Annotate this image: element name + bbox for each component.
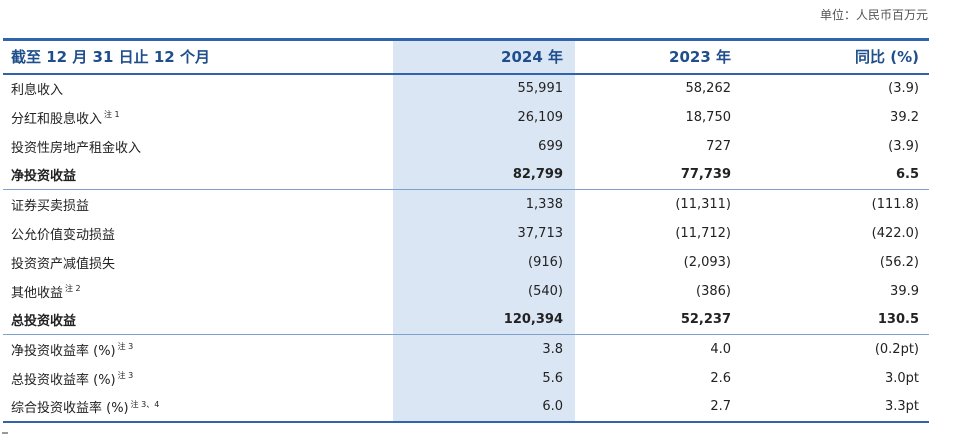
table-row: 分红和股息收入注 1 26,109 18,750 39.2 — [3, 102, 929, 132]
table-row-total: 总投资收益 120,394 52,237 130.5 — [3, 305, 929, 335]
unit-label: 单位：人民币百万元 — [819, 8, 928, 22]
value-2024: (916) — [393, 247, 575, 277]
value-2024: 5.6 — [393, 363, 575, 393]
header-2024: 2024 年 — [393, 38, 575, 75]
row-label: 净投资收益率 (%) 注 3 — [11, 342, 134, 359]
value-2023: 4.0 — [710, 341, 731, 357]
table-row: 净投资收益率 (%) 注 3 3.8 4.0 (0.2pt) — [3, 334, 929, 364]
table-row: 利息收入 55,991 58,262 (3.9) — [3, 73, 929, 103]
row-label: 其他收益注 2 — [11, 284, 81, 301]
footnote-mark: 注 3 — [117, 371, 134, 381]
table-row: 总投资收益率 (%) 注 3 5.6 2.6 3.0pt — [3, 363, 929, 393]
value-2024: 6.0 — [393, 392, 575, 423]
row-label: 总投资收益 — [3, 305, 393, 335]
value-yoy: (111.8) — [871, 196, 919, 212]
row-label: 投资资产减值损失 — [11, 256, 116, 272]
value-2023: (386) — [696, 283, 731, 299]
value-yoy: (3.9) — [888, 138, 919, 154]
value-2024: 1,338 — [393, 189, 575, 219]
value-yoy: 6.5 — [755, 160, 929, 190]
value-2024: 699 — [393, 131, 575, 161]
table-row: 公允价值变动损益 37,713 (11,712) (422.0) — [3, 218, 929, 248]
row-label: 利息收入 — [11, 83, 64, 98]
row-label: 总投资收益率 (%) 注 3 — [11, 371, 134, 388]
data-table: 截至 12 月 31 日止 12 个月 2024 年 2023 年 同比 (%)… — [3, 38, 929, 423]
value-yoy: 3.0pt — [884, 370, 919, 386]
value-yoy: 3.3pt — [755, 392, 929, 423]
value-yoy: 130.5 — [755, 305, 929, 335]
row-label: 净投资收益 — [3, 160, 393, 190]
row-label: 公允价值变动损益 — [11, 227, 116, 243]
footnote-mark: 注 1 — [104, 110, 120, 120]
value-yoy: (3.9) — [888, 81, 919, 96]
row-label: 综合投资收益率 (%) 注 3、4 — [3, 392, 393, 423]
value-2024: (540) — [393, 276, 575, 306]
table-row: 投资资产减值损失 (916) (2,093) (56.2) — [3, 247, 929, 277]
value-2023: 52,237 — [575, 305, 755, 335]
value-2023: 2.7 — [575, 392, 755, 423]
value-yoy: 39.2 — [890, 109, 919, 125]
value-yoy: (56.2) — [879, 254, 919, 270]
value-2024: 26,109 — [393, 102, 575, 132]
page-edge-mark — [2, 432, 8, 434]
value-2023: 727 — [706, 138, 731, 154]
footnote-mark: 注 3 — [117, 342, 134, 352]
value-2023: (11,712) — [675, 225, 731, 241]
header-2023: 2023 年 — [575, 38, 755, 75]
value-2024: 82,799 — [393, 160, 575, 190]
value-yoy: (422.0) — [871, 225, 919, 241]
investment-income-table: 截至 12 月 31 日止 12 个月 2024 年 2023 年 同比 (%)… — [3, 38, 929, 423]
row-label: 证券买卖损益 — [11, 198, 90, 214]
footnote-mark: 注 2 — [65, 284, 81, 294]
table-row: 证券买卖损益 1,338 (11,311) (111.8) — [3, 189, 929, 219]
value-2024: 3.8 — [393, 334, 575, 364]
value-2024: 55,991 — [393, 73, 575, 103]
value-2023: 18,750 — [685, 109, 732, 125]
value-2023: 77,739 — [575, 160, 755, 190]
value-yoy: 39.9 — [890, 283, 919, 299]
row-label: 分红和股息收入注 1 — [11, 110, 120, 127]
row-label: 投资性房地产租金收入 — [11, 140, 142, 156]
table-row-subtotal: 净投资收益 82,799 77,739 6.5 — [3, 160, 929, 190]
footnote-mark: 注 3、4 — [130, 399, 160, 409]
header-period: 截至 12 月 31 日止 12 个月 — [3, 38, 393, 75]
value-2023: (2,093) — [683, 254, 731, 270]
header-yoy: 同比 (%) — [755, 38, 929, 75]
value-2023: 2.6 — [710, 370, 731, 386]
table-header-row: 截至 12 月 31 日止 12 个月 2024 年 2023 年 同比 (%) — [3, 38, 929, 75]
value-2024: 37,713 — [393, 218, 575, 248]
value-2024: 120,394 — [393, 305, 575, 335]
value-yoy: (0.2pt) — [874, 341, 919, 357]
value-2023: (11,311) — [675, 196, 731, 212]
table-row: 投资性房地产租金收入 699 727 (3.9) — [3, 131, 929, 161]
value-2023: 58,262 — [685, 81, 732, 96]
table-row: 其他收益注 2 (540) (386) 39.9 — [3, 276, 929, 306]
table-row: 综合投资收益率 (%) 注 3、4 6.0 2.7 3.3pt — [3, 392, 929, 423]
